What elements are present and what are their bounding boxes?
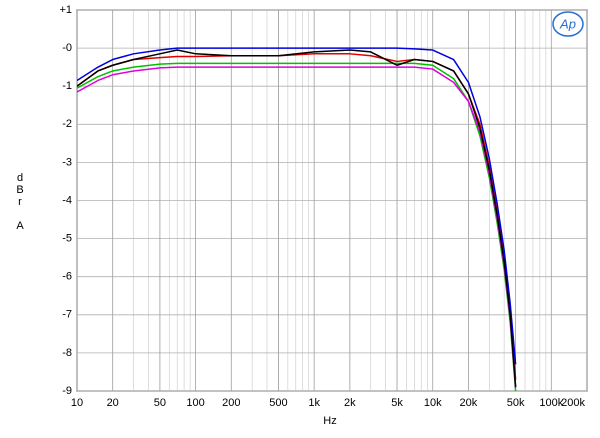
x-tick-label: 100	[186, 397, 204, 409]
y-tick-label: -3	[62, 156, 72, 168]
y-tick-label: -8	[62, 347, 72, 359]
x-tick-label: 200	[222, 397, 240, 409]
x-tick-label: 100k	[539, 397, 563, 409]
x-tick-label: 500	[269, 397, 287, 409]
x-tick-label: 1k	[308, 397, 320, 409]
y-axis-label: dBr A	[14, 172, 26, 232]
x-tick-label: 20k	[460, 397, 478, 409]
x-tick-label: 20	[107, 397, 119, 409]
y-tick-label: -6	[62, 271, 72, 283]
y-tick-label: -4	[62, 194, 72, 206]
x-axis-label: Hz	[323, 415, 336, 427]
series-line	[77, 49, 517, 388]
x-tick-label: 5k	[391, 397, 403, 409]
x-tick-label: 200k	[561, 397, 585, 409]
y-tick-label: -0	[62, 42, 72, 54]
y-tick-label: -2	[62, 118, 72, 130]
y-tick-label: -9	[62, 385, 72, 397]
x-tick-label: 10	[71, 397, 83, 409]
x-tick-label: 2k	[344, 397, 356, 409]
logo: Ap	[559, 16, 576, 31]
y-tick-label: -7	[62, 309, 72, 321]
x-tick-label: 10k	[424, 397, 442, 409]
y-tick-label: +1	[59, 4, 72, 16]
series-line	[77, 47, 517, 365]
x-tick-label: 50	[154, 397, 166, 409]
y-tick-label: -1	[62, 80, 72, 92]
y-tick-label: -5	[62, 233, 72, 245]
x-tick-label: 50k	[507, 397, 525, 409]
logo-ring	[552, 11, 584, 37]
